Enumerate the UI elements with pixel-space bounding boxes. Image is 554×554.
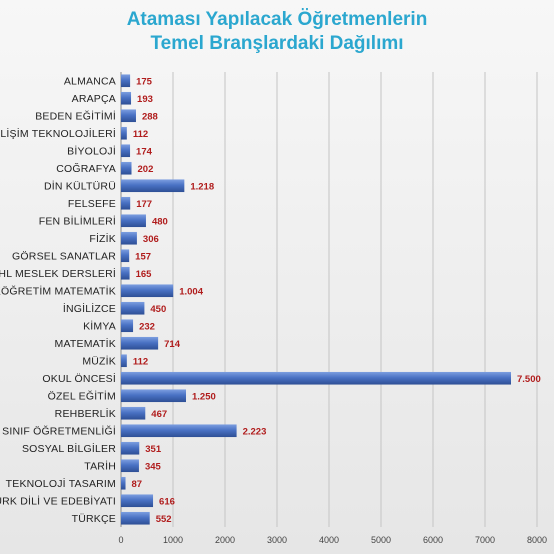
value-label: 157 [135, 251, 151, 262]
chart-title: Ataması Yapılacak Öğretmenlerin Temel Br… [0, 8, 554, 56]
category-label: BİYOLOJİ [67, 144, 116, 157]
bar [121, 284, 174, 298]
bar [121, 91, 132, 105]
category-label: COĞRAFYA [56, 162, 116, 175]
category-label: ALMANCA [64, 75, 116, 87]
category-label: BEDEN EĞİTİMİ [35, 109, 116, 122]
value-label: 288 [142, 111, 158, 122]
category-label: ARAPÇA [72, 93, 116, 105]
value-label: 202 [138, 164, 154, 175]
value-label: 345 [145, 461, 162, 472]
bar [121, 144, 131, 158]
x-tick-label: 8000 [527, 535, 547, 545]
value-label: 112 [133, 356, 148, 367]
category-label: TARİH [84, 459, 116, 472]
value-label: 175 [136, 76, 153, 87]
value-label: 112 [133, 129, 148, 140]
x-tick-label: 6000 [423, 535, 443, 545]
value-label: 1.004 [179, 286, 203, 297]
value-label: 450 [150, 304, 166, 315]
bar [121, 266, 130, 280]
category-label: KİMYA [83, 319, 116, 332]
bar [121, 249, 130, 263]
bar [121, 511, 150, 525]
value-label: 1.218 [190, 181, 214, 192]
category-label: BİLİŞİM TEKNOLOJİLERİ [0, 127, 116, 140]
category-labels: ALMANCA ARAPÇA BEDEN EĞİTİMİ BİLİŞİM TEKNOL… [0, 75, 116, 525]
value-label: 552 [156, 514, 172, 525]
bar [121, 231, 137, 245]
value-label: 306 [143, 234, 159, 245]
x-tick-label: 3000 [267, 535, 287, 545]
category-label: TÜRK DİLİ VE EDEBİYATI [0, 494, 116, 507]
value-label: 616 [159, 496, 175, 507]
value-label: 1.250 [192, 391, 216, 402]
x-axis-ticks: 0 1000 2000 3000 4000 5000 6000 7000 8000 [118, 535, 547, 545]
bar [121, 354, 127, 368]
bar [121, 109, 136, 123]
category-label: SOSYAL BİLGİLER [22, 442, 116, 455]
x-tick-label: 4000 [319, 535, 339, 545]
category-label: FEN BİLİMLERİ [39, 214, 116, 227]
x-tick-label: 5000 [371, 535, 391, 545]
x-tick-label: 7000 [475, 535, 495, 545]
value-label: 174 [136, 146, 153, 157]
chart-title-line-2: Temel Branşlardaki Dağılımı [150, 33, 404, 54]
value-label: 165 [136, 269, 153, 280]
category-label: REHBERLİK [55, 407, 116, 420]
value-label: 2.223 [243, 426, 267, 437]
bar [121, 389, 186, 403]
value-label: 232 [139, 321, 155, 332]
category-label: ÖZEL EĞİTİM [48, 389, 116, 402]
x-tick-label: 0 [118, 535, 123, 545]
category-label: OKUL ÖNCESİ [42, 372, 116, 385]
value-label: 351 [145, 444, 162, 455]
value-label: 480 [152, 216, 168, 227]
category-label: MÜZİK [82, 354, 116, 367]
bar [121, 476, 126, 490]
bar [121, 179, 185, 193]
category-label: MATEMATİK [55, 337, 117, 350]
value-label: 87 [132, 479, 143, 490]
category-label: TEKNOLOJİ TASARIM [6, 477, 116, 490]
bar [121, 319, 134, 333]
bar [121, 74, 131, 88]
category-label: FELSEFE [68, 198, 116, 210]
bar [121, 441, 140, 455]
bar [121, 196, 131, 210]
bar [121, 406, 146, 420]
bar [121, 336, 159, 350]
category-label: İHL MESLEK DERSLERİ [0, 267, 116, 280]
chart-title-line-1: Ataması Yapılacak Öğretmenlerin [126, 9, 428, 30]
value-label: 193 [137, 94, 153, 105]
value-label: 7.500 [517, 374, 541, 385]
category-label: SINIF ÖĞRETMENLİĞİ [2, 424, 116, 437]
bar [121, 161, 132, 175]
bar [121, 214, 146, 228]
x-tick-label: 2000 [215, 535, 235, 545]
category-label: FİZİK [89, 232, 116, 245]
bar [121, 494, 154, 508]
bar [121, 371, 511, 385]
category-label: TÜRKÇE [72, 513, 116, 525]
bar [121, 126, 127, 140]
category-label: İNGİLİZCE [63, 302, 116, 315]
grid-lines [120, 72, 538, 527]
x-tick-label: 1000 [163, 535, 183, 545]
category-label: DİN KÜLTÜRÜ [44, 179, 116, 192]
value-label: 714 [164, 339, 181, 350]
value-label: 467 [151, 409, 167, 420]
bar [121, 459, 139, 473]
value-label: 177 [136, 199, 152, 210]
category-label: İLKÖĞRETİM MATEMATİK [0, 284, 116, 297]
category-label: GÖRSEL SANATLAR [12, 250, 116, 262]
bar [121, 301, 145, 315]
bars [121, 74, 511, 525]
bar [121, 424, 237, 438]
